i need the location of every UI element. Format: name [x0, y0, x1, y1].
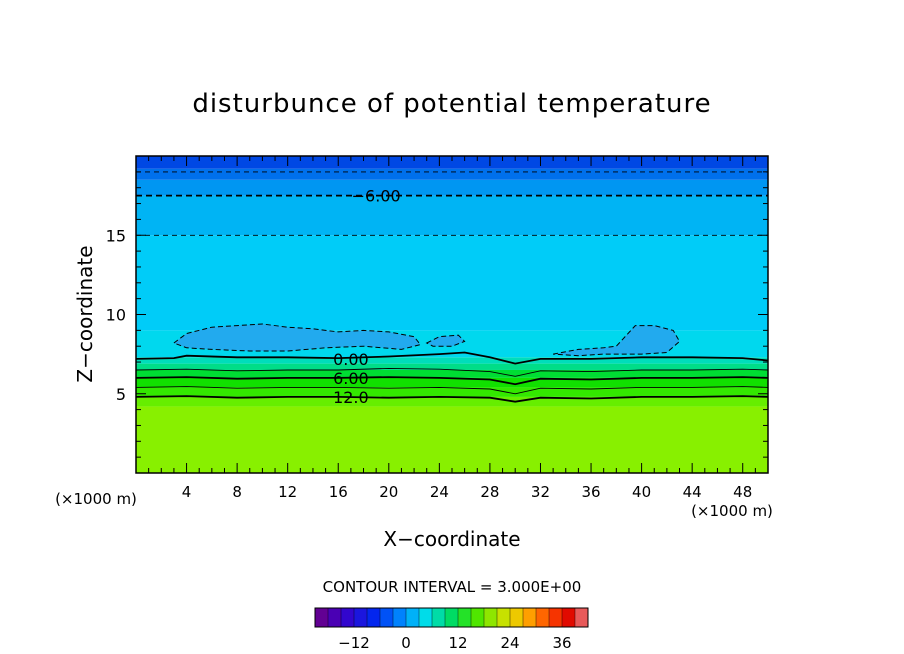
field-band: [136, 377, 768, 388]
colorbar-cell: [341, 608, 355, 627]
x-tick-label: 28: [480, 483, 499, 501]
y-tick-label: 15: [106, 226, 126, 245]
cold-pocket-contour: [425, 334, 466, 347]
colorbar-cell: [510, 608, 524, 627]
field-band: [136, 156, 768, 169]
colorbar-tick-label: 24: [500, 634, 519, 652]
x-unit-label-right: (×1000 m): [691, 502, 773, 520]
contour-label: 0.00: [333, 350, 369, 369]
cold-pocket-contour: [553, 325, 681, 357]
colorbar-cell: [419, 608, 433, 627]
colorbar-cell: [432, 608, 446, 627]
colorbar-cell: [523, 608, 537, 627]
field-band: [136, 179, 768, 196]
colorbar-cell: [393, 608, 407, 627]
colorbar-cell: [328, 608, 342, 627]
chart-title: disturbunce of potential temperature: [192, 89, 711, 119]
colorbar-tick-label: 12: [448, 634, 467, 652]
field-band: [136, 168, 768, 180]
colorbar-tick-label: 0: [401, 634, 411, 652]
contour-label: −6.00: [352, 187, 401, 206]
x-tick-label: 12: [278, 483, 297, 501]
contour-line: [136, 367, 768, 377]
contour-line: [136, 395, 768, 403]
colorbar-cell: [315, 608, 329, 627]
field-band: [136, 396, 768, 407]
contour-line: [136, 376, 768, 386]
colorbar-frame: [314, 607, 589, 628]
contour-line: [136, 386, 768, 395]
y-tick-label: 5: [116, 385, 126, 404]
contour-interval-label: CONTOUR INTERVAL = 3.000E+00: [323, 578, 582, 596]
colorbar-cell: [367, 608, 381, 627]
x-tick-label: 44: [683, 483, 702, 501]
field-band: [136, 387, 768, 397]
colorbar-tick-label: 36: [552, 634, 571, 652]
colorbar-cell: [445, 608, 459, 627]
field-band: [136, 369, 768, 378]
colorbar-cell: [471, 608, 485, 627]
x-tick-label: 4: [182, 483, 192, 501]
colorbar-cell: [458, 608, 472, 627]
cold-pocket-contour: [172, 323, 422, 352]
contour-line: [136, 351, 768, 365]
field-band: [136, 235, 768, 331]
x-tick-label: 16: [329, 483, 348, 501]
colorbar-cell: [406, 608, 420, 627]
y-axis-label: Z−coordinate: [73, 245, 97, 382]
field-band: [136, 195, 768, 236]
colorbar-cell: [497, 608, 511, 627]
field-band: [136, 363, 768, 370]
colorbar-cell: [380, 608, 394, 627]
contour-label: 6.00: [333, 369, 369, 388]
colorbar-cell: [484, 608, 498, 627]
field-band: [136, 406, 768, 473]
y-tick-label: 10: [106, 306, 126, 325]
x-tick-label: 8: [232, 483, 242, 501]
colorbar-tick-label: −12: [338, 634, 370, 652]
colorbar-cell: [575, 608, 589, 627]
x-unit-label-left: (×1000 m): [55, 490, 137, 508]
x-tick-label: 24: [430, 483, 449, 501]
x-tick-label: 48: [733, 483, 752, 501]
colorbar-cell: [549, 608, 563, 627]
x-tick-label: 20: [379, 483, 398, 501]
contour-label: 12.0: [333, 388, 369, 407]
x-tick-label: 40: [632, 483, 651, 501]
colorbar: −12 0 12 24 36: [314, 607, 589, 652]
colorbar-cell: [536, 608, 550, 627]
x-axis-label: X−coordinate: [383, 527, 520, 551]
x-tick-label: 36: [581, 483, 600, 501]
field-band: [136, 357, 768, 364]
colorbar-cell: [562, 608, 576, 627]
x-tick-label: 32: [531, 483, 550, 501]
colorbar-cell: [354, 608, 368, 627]
